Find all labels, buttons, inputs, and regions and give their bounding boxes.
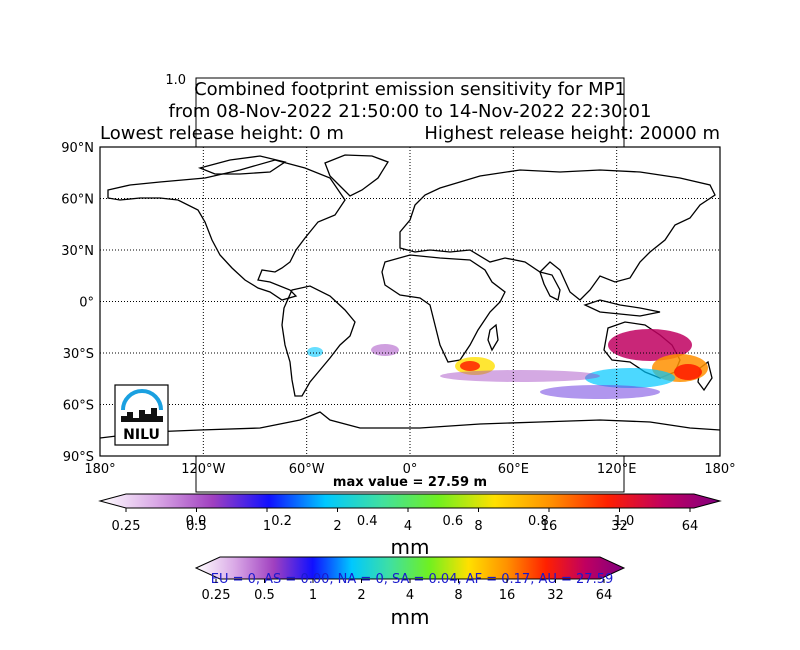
colorbar-tick-label: 32 xyxy=(611,519,628,534)
title-line-2: from 08-Nov-2022 21:50:00 to 14-Nov-2022… xyxy=(169,101,652,122)
region-summary: EU = 0, AS = 0.00, NA = 0, SA = 0.04, AF… xyxy=(211,572,614,587)
title-line-1: Combined footprint emission sensitivity … xyxy=(194,79,626,100)
nilu-logo: NILU xyxy=(114,384,169,446)
land-antarctica xyxy=(100,411,720,439)
overlay-axis-ticks: 0.0 0.2 0.4 0.6 0.8 1.0 xyxy=(186,514,635,529)
plume-south-atlantic xyxy=(371,344,399,356)
plume-south-band xyxy=(585,368,675,388)
land-south-america xyxy=(281,285,356,397)
logo-skyline-icon xyxy=(121,408,163,422)
lon-tick-label: 60°W xyxy=(289,462,325,477)
overlay-axis-tick-label: 0.2 xyxy=(271,514,292,529)
land-indonesia xyxy=(583,299,661,317)
plume-south-africa-peak xyxy=(460,361,480,371)
gridlines xyxy=(100,147,720,456)
max-value-label: max value = 27.59 m xyxy=(333,475,487,490)
colorbar-tick-label: 0.25 xyxy=(202,588,231,603)
land-new-zealand xyxy=(697,360,713,392)
colorbar-tick-label: 16 xyxy=(499,588,516,603)
colorbar-second-unit: mm xyxy=(391,605,430,629)
colorbar-main-bar xyxy=(98,493,722,509)
colorbar-tick-label: 2 xyxy=(333,519,341,534)
overlay-axis-tick-label: 0.6 xyxy=(442,514,463,529)
colorbar-tick-label: 64 xyxy=(682,519,699,534)
land-north-america xyxy=(107,159,346,301)
lat-tick-label: 90°S xyxy=(63,450,94,465)
lat-tick-label: 60°S xyxy=(63,399,94,414)
colorbar-tick-label: 0.25 xyxy=(112,519,141,534)
colorbar-main-ticks: 0.25 0.5 1 2 4 8 16 32 64 xyxy=(112,508,699,534)
colorbar-tick-label: 8 xyxy=(454,588,462,603)
lon-tick-label: 180° xyxy=(704,462,735,477)
land-india xyxy=(539,271,561,301)
lon-tick-label: 0° xyxy=(403,462,418,477)
logo-text: NILU xyxy=(123,427,160,443)
longitude-tick-labels: 180° 120°W 60°W 0° 60°E 120°E 180° xyxy=(84,462,735,477)
plume-west-band xyxy=(540,385,660,399)
land-madagascar xyxy=(487,323,499,352)
colorbar-tick-label: 64 xyxy=(596,588,613,603)
lon-tick-label: 180° xyxy=(84,462,115,477)
map-frame xyxy=(99,146,721,457)
map-area: 90°N 60°N 30°N 0° 30°S 60°S 90°S 180° 120°W 60°W… xyxy=(61,141,735,477)
plume-south-america xyxy=(307,347,323,357)
lat-tick-label: 30°N xyxy=(61,244,94,259)
overlay-axis-tick-label: 0.8 xyxy=(528,514,549,529)
colorbar-second-bar xyxy=(194,556,626,580)
land-africa xyxy=(381,254,506,363)
colorbar-tick-label: 0.5 xyxy=(186,519,207,534)
overlay-axis-tick-label: 0.0 xyxy=(186,514,207,529)
colorbar-tick-label: 16 xyxy=(541,519,558,534)
colorbar-tick-label: 0.5 xyxy=(254,588,275,603)
lon-tick-label: 120°E xyxy=(597,462,637,477)
land-greenland xyxy=(324,154,389,197)
colorbar-tick-label: 2 xyxy=(357,588,365,603)
overlay-axis-tick-label: 0.4 xyxy=(357,514,378,529)
lat-tick-label: 60°N xyxy=(61,193,94,208)
colorbar-main-unit: mm xyxy=(391,535,430,559)
lat-tick-label: 0° xyxy=(79,296,94,311)
lat-tick-label: 90°N xyxy=(61,141,94,156)
colorbar-second-ticks: 0.25 0.5 1 2 4 8 16 32 64 xyxy=(202,579,613,603)
land-eurasia xyxy=(399,169,716,301)
plume-peak xyxy=(674,364,702,380)
colorbar-tick-label: 4 xyxy=(406,588,414,603)
overlay-axis-tick-label: 1.0 xyxy=(614,514,635,529)
colorbar-tick-label: 32 xyxy=(547,588,564,603)
logo-arc-icon xyxy=(121,389,163,411)
colorbar-tick-label: 8 xyxy=(474,519,482,534)
colorbar-second: EU = 0, AS = 0.00, NA = 0, SA = 0.04, AF… xyxy=(194,556,626,629)
colorbar-tick-label: 1 xyxy=(263,519,271,534)
latitude-tick-labels: 90°N 60°N 30°N 0° 30°S 60°S 90°S xyxy=(61,141,94,465)
release-high-label: Highest release height: 20000 m xyxy=(424,123,720,144)
plume-indian-ocean xyxy=(440,370,600,382)
lat-tick-label: 30°S xyxy=(63,347,94,362)
lon-tick-label: 60°E xyxy=(498,462,529,477)
lon-tick-label: 120°W xyxy=(181,462,225,477)
colorbar-tick-label: 1 xyxy=(309,588,317,603)
overlay-axis-top-label: 1.0 xyxy=(165,73,186,88)
land-arctic-islands xyxy=(197,155,287,175)
colorbar-main: 0.25 0.5 1 2 4 8 16 32 64 mm xyxy=(98,493,722,559)
release-low-label: Lowest release height: 0 m xyxy=(100,123,344,144)
colorbar-tick-label: 4 xyxy=(404,519,412,534)
